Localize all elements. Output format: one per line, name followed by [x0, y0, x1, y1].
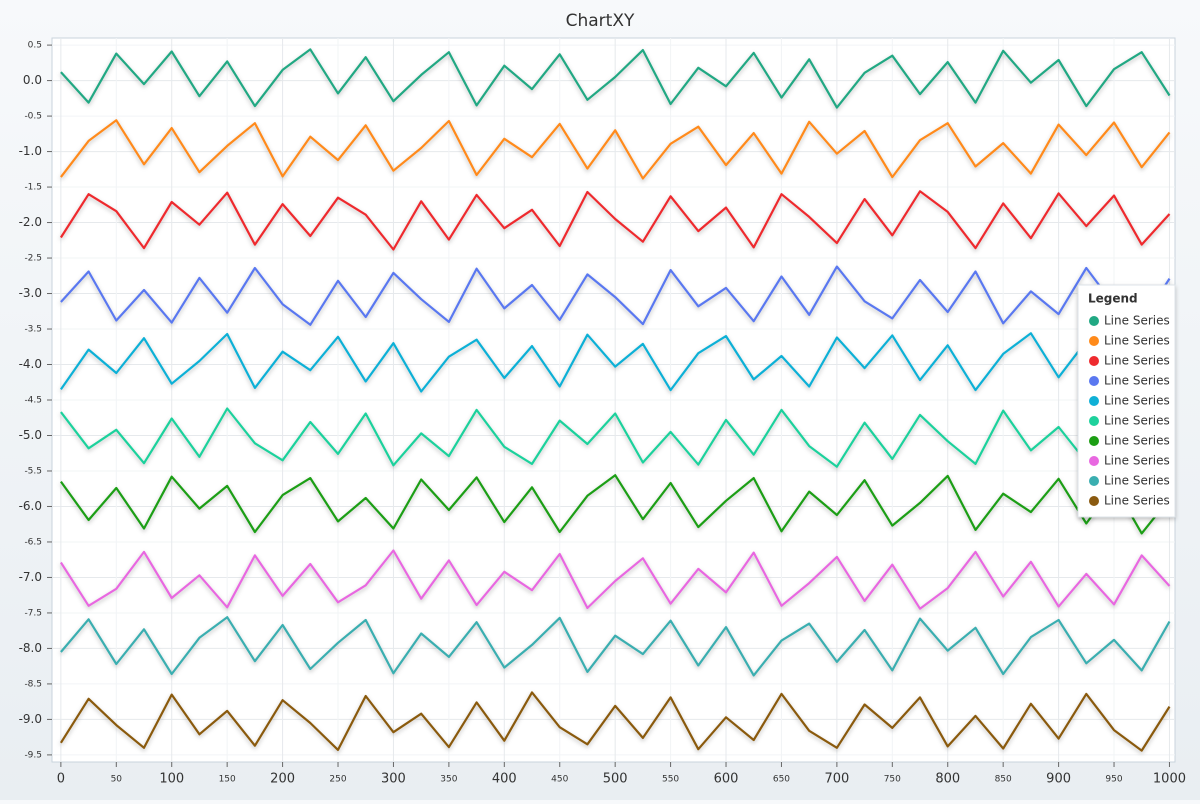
legend-marker	[1089, 436, 1099, 446]
line-series	[59, 332, 1171, 393]
y-tick-label: 0.5	[28, 41, 42, 51]
x-tick-label: 300	[381, 772, 406, 787]
line-series	[59, 549, 1171, 610]
y-tick-label: -8.5	[24, 679, 42, 689]
x-tick-label: 150	[219, 775, 236, 785]
legend-label: Line Series	[1104, 454, 1170, 468]
x-tick-label: 850	[995, 775, 1012, 785]
x-tick-label: 350	[440, 775, 457, 785]
line-series	[60, 265, 1171, 326]
y-tick-label: -2.5	[24, 254, 42, 264]
line-series	[59, 691, 1171, 752]
legend-marker	[1089, 416, 1099, 426]
legend-marker	[1089, 456, 1099, 466]
y-tick-label: 0.0	[23, 73, 42, 87]
x-tick-label: 700	[824, 772, 849, 787]
x-tick-label: 500	[603, 772, 628, 787]
line-series	[60, 119, 1171, 180]
legend-label: Line Series	[1104, 354, 1170, 368]
legend-marker	[1089, 396, 1099, 406]
legend-label: Line Series	[1104, 334, 1170, 348]
y-tick-label: -1.0	[19, 144, 42, 158]
y-tick-label: -5.0	[19, 428, 42, 442]
legend-marker	[1089, 316, 1099, 326]
legend-label: Line Series	[1104, 434, 1170, 448]
legend-label: Line Series	[1104, 394, 1170, 408]
legend-label: Line Series	[1104, 474, 1170, 488]
y-tick-label: -9.5	[24, 750, 42, 760]
x-tick-label: 0	[57, 772, 65, 787]
legend-label: Line Series	[1104, 314, 1170, 328]
y-tick-label: -6.5	[24, 537, 42, 547]
x-tick-label: 650	[773, 775, 790, 785]
x-tick-label: 400	[492, 772, 517, 787]
legend-marker	[1089, 336, 1099, 346]
x-tick-label: 1000	[1153, 772, 1186, 787]
y-tick-label: -5.5	[24, 466, 42, 476]
y-tick-label: -6.0	[19, 499, 42, 513]
y-tick-label: -4.0	[19, 357, 42, 371]
line-series	[60, 474, 1171, 535]
legend-marker	[1089, 356, 1099, 366]
legend-title: Legend	[1088, 292, 1138, 306]
legend-label: Line Series	[1104, 494, 1170, 508]
x-tick-label: 600	[714, 772, 739, 787]
y-tick-label: -1.5	[24, 183, 42, 193]
x-tick-label: 800	[935, 772, 960, 787]
x-tick-label: 200	[270, 772, 295, 787]
x-tick-label: 750	[884, 775, 901, 785]
x-tick-label: 950	[1105, 775, 1122, 785]
x-tick-label: 450	[551, 775, 568, 785]
y-tick-label: -0.5	[24, 112, 42, 122]
y-tick-label: -2.0	[19, 215, 42, 229]
x-tick-label: 50	[111, 775, 123, 785]
line-series	[60, 407, 1171, 468]
chart-title: ChartXY	[566, 11, 635, 31]
y-tick-label: -3.0	[19, 286, 42, 300]
x-tick-label: 900	[1046, 772, 1071, 787]
line-series	[59, 190, 1171, 251]
line-series	[60, 616, 1171, 677]
y-tick-label: -4.5	[24, 396, 42, 406]
x-tick-label: 100	[159, 772, 184, 787]
line-series	[60, 48, 1171, 109]
y-tick-label: -7.5	[24, 608, 42, 618]
y-tick-label: -7.0	[19, 570, 42, 584]
y-tick-label: -8.0	[19, 641, 42, 655]
legend-label: Line Series	[1104, 414, 1170, 428]
legend-marker	[1089, 376, 1099, 386]
legend-label: Line Series	[1104, 374, 1170, 388]
x-tick-label: 550	[662, 775, 679, 785]
y-tick-label: -3.5	[24, 325, 42, 335]
y-tick-label: -9.0	[19, 712, 42, 726]
legend-marker	[1089, 476, 1099, 486]
x-tick-label: 250	[329, 775, 346, 785]
legend-marker	[1089, 496, 1099, 506]
